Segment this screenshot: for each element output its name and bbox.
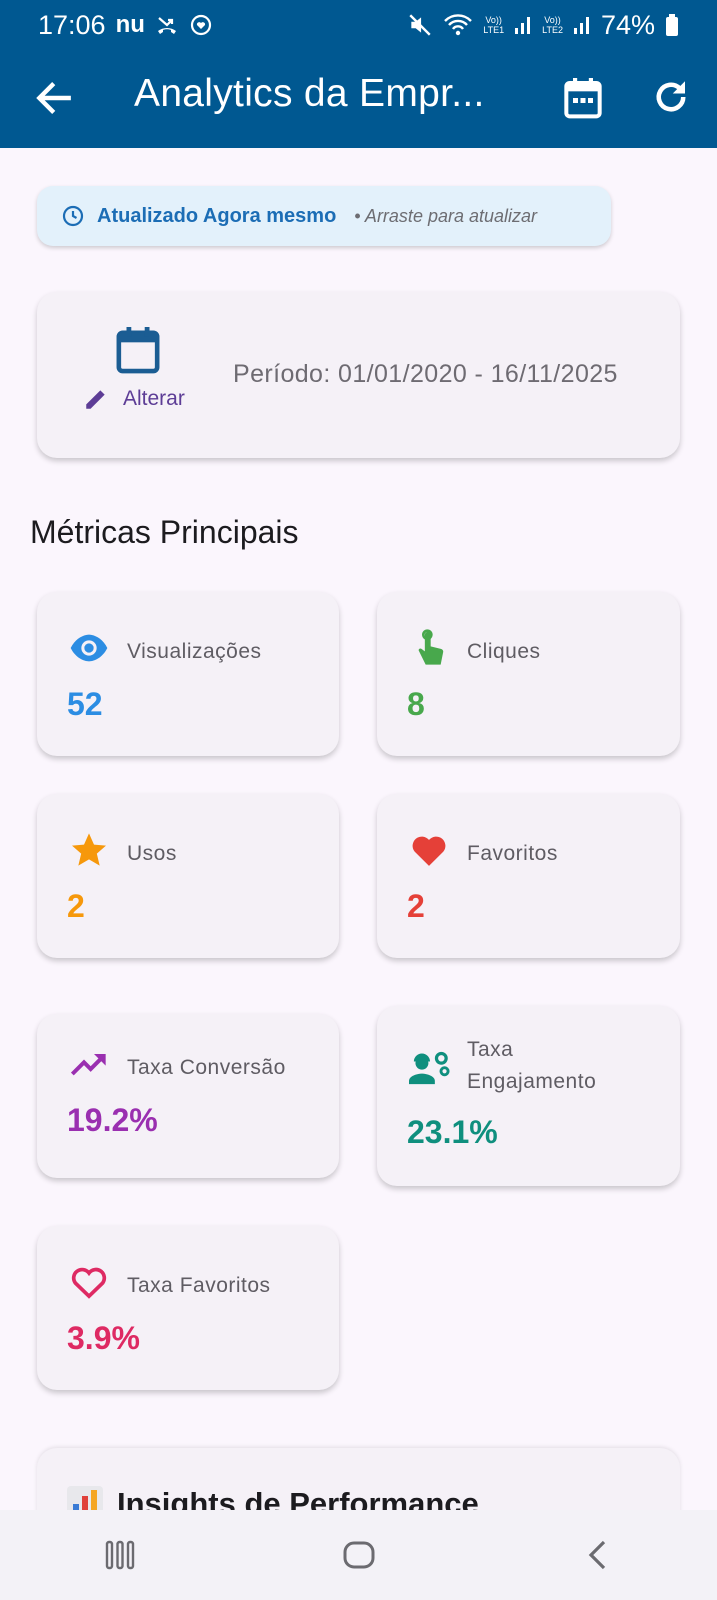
- top-bar: 17:06 nu Vo)) LTE1 Vo)): [0, 0, 717, 148]
- home-icon[interactable]: [329, 1525, 389, 1585]
- page-title: Analytics da Empr...: [134, 72, 485, 115]
- lte2-label: LTE2: [542, 25, 563, 35]
- section-title: Métricas Principais: [30, 514, 299, 550]
- app-bar: Analytics da Empr...: [0, 58, 717, 138]
- metric-value: 52: [67, 686, 103, 722]
- lte1-label: LTE1: [483, 25, 505, 35]
- metric-card-uses[interactable]: Usos 2: [37, 794, 339, 958]
- status-bar: 17:06 nu Vo)) LTE1 Vo)): [0, 0, 717, 50]
- metric-label: Taxa Engajamento: [467, 1038, 597, 1093]
- metric-card-favorites[interactable]: Favoritos 2: [377, 794, 680, 958]
- calendar-icon[interactable]: [115, 324, 161, 376]
- clock-icon: [61, 204, 85, 228]
- mute-icon: [407, 12, 433, 38]
- volte-label: Vo)): [485, 15, 502, 25]
- media-icon: [189, 13, 213, 37]
- lte2-signal-icon: Vo)) LTE2: [542, 15, 563, 35]
- star-icon: [69, 830, 109, 870]
- metric-card-favorites-rate[interactable]: Taxa Favoritos 3.9%: [37, 1226, 339, 1390]
- missed-call-icon: [155, 13, 179, 37]
- refresh-icon[interactable]: [650, 76, 692, 118]
- period-text: Período: 01/01/2020 - 16/11/2025: [233, 360, 618, 388]
- status-time: 17:06: [38, 9, 106, 40]
- metric-label: Favoritos: [467, 842, 558, 865]
- battery-percent: 74%: [600, 9, 655, 40]
- change-period-label: Alterar: [123, 387, 185, 410]
- trending-up-icon: [69, 1044, 109, 1084]
- pull-to-refresh-hint: • Arraste para atualizar: [354, 205, 538, 226]
- metric-value: 2: [407, 888, 425, 924]
- engineering-icon: [409, 1048, 450, 1088]
- metric-label: Taxa Conversão: [127, 1056, 286, 1079]
- heart-icon: [409, 830, 449, 870]
- back-icon[interactable]: [568, 1525, 628, 1585]
- back-arrow-icon[interactable]: [32, 76, 76, 120]
- metric-label: Taxa Favoritos: [127, 1274, 271, 1297]
- system-nav-bar: [0, 1510, 717, 1600]
- recents-icon[interactable]: [90, 1525, 150, 1585]
- metric-label: Cliques: [467, 640, 541, 663]
- metric-value: 23.1%: [407, 1114, 498, 1150]
- heart-outline-icon: [69, 1262, 109, 1302]
- metric-card-clicks[interactable]: Cliques 8: [377, 592, 680, 756]
- wifi-icon: [443, 12, 473, 38]
- metric-label: Visualizações: [127, 640, 262, 663]
- updated-text: Atualizado Agora mesmo: [97, 204, 337, 227]
- signal-bars-1-icon: [514, 14, 532, 36]
- touch-icon: [409, 628, 449, 668]
- metric-label: Usos: [127, 842, 177, 865]
- period-card: Alterar Período: 01/01/2020 - 16/11/2025: [37, 292, 680, 458]
- volte-label-2: Vo)): [544, 15, 561, 25]
- metric-value: 8: [407, 686, 425, 722]
- change-period-button[interactable]: Alterar: [83, 386, 185, 412]
- nu-app-icon: nu: [115, 11, 145, 38]
- metric-value: 3.9%: [67, 1320, 140, 1356]
- metric-card-views[interactable]: Visualizações 52: [37, 592, 339, 756]
- metric-card-conversion-rate[interactable]: Taxa Conversão 19.2%: [37, 1014, 339, 1178]
- lte1-signal-icon: Vo)) LTE1: [483, 15, 504, 35]
- battery-icon: [665, 13, 679, 37]
- calendar-icon[interactable]: [563, 76, 603, 120]
- updated-banner: Atualizado Agora mesmo • Arraste para at…: [37, 186, 611, 246]
- pencil-icon: [83, 386, 109, 412]
- signal-bars-2-icon: [573, 14, 591, 36]
- metric-value: 2: [67, 888, 85, 924]
- metric-card-engagement-rate[interactable]: Taxa Engajamento 23.1%: [377, 1006, 680, 1186]
- eye-icon: [69, 628, 109, 668]
- metric-value: 19.2%: [67, 1102, 158, 1138]
